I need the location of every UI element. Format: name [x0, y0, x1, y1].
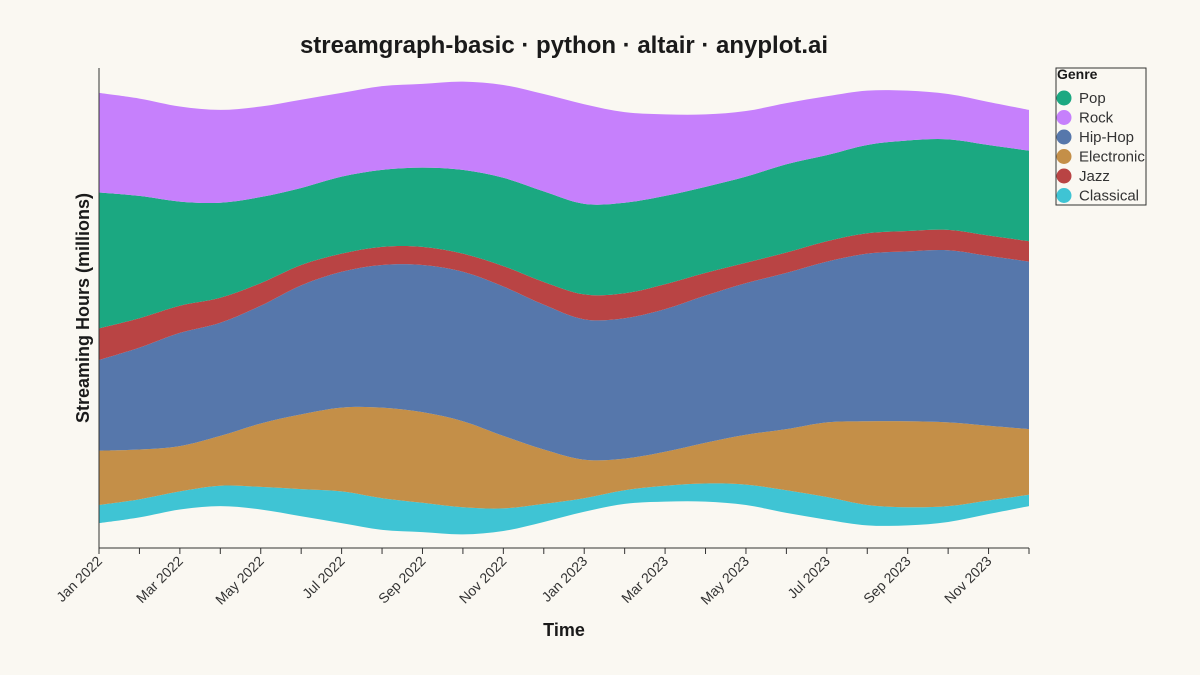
legend-label-electronic: Electronic	[1079, 149, 1145, 166]
x-tick-label: Nov 2022	[456, 553, 510, 607]
x-tick-label: Jul 2023	[784, 553, 833, 602]
legend-box	[1055, 67, 1147, 206]
stream-layer-hip-hop	[99, 250, 1029, 461]
x-tick-label: May 2023	[697, 553, 752, 608]
x-tick-label: Mar 2023	[618, 553, 671, 606]
chart-title: streamgraph-basic · python · altair · an…	[299, 32, 829, 59]
stream-layer-electronic	[99, 406, 1029, 509]
legend-swatch-pop	[1056, 90, 1072, 106]
legend: Genre Pop Rock Hip-Hop Electronic Jazz Classic…	[1055, 66, 1147, 206]
x-tick-label: Sep 2023	[860, 553, 914, 607]
legend-swatch-electronic	[1056, 149, 1072, 164]
legend-swatch-classical	[1056, 188, 1072, 203]
x-tick-label: Jan 2022	[53, 553, 105, 605]
legend-title: Genre	[1057, 66, 1098, 82]
x-tick-label: Jan 2023	[538, 553, 590, 605]
legend-label-classical: Classical	[1079, 188, 1139, 205]
x-tick-label: Sep 2022	[375, 553, 429, 607]
x-tick-label: Mar 2022	[133, 553, 186, 606]
x-tick-label: Jul 2022	[299, 553, 348, 602]
stream-layer-rock	[99, 81, 1029, 205]
legend-label-pop: Pop	[1079, 90, 1106, 107]
legend-label-rock: Rock	[1079, 110, 1114, 127]
stream-layers	[99, 81, 1029, 535]
stream-layer-classical	[99, 483, 1029, 535]
stream-layer-pop	[99, 139, 1029, 329]
y-axis-title: Streaming Hours (millions)	[73, 193, 93, 423]
stream-layer-jazz	[99, 229, 1029, 361]
legend-label-jazz: Jazz	[1079, 168, 1110, 185]
legend-swatch-rock	[1056, 110, 1072, 125]
legend-swatch-hip-hop	[1056, 129, 1072, 145]
legend-label-hip-hop: Hip-Hop	[1079, 129, 1134, 146]
legend-swatch-jazz	[1056, 168, 1072, 184]
x-tick-label: Nov 2023	[941, 553, 995, 607]
x-tick-label: May 2022	[212, 553, 267, 608]
x-axis-title: Time	[543, 620, 585, 640]
